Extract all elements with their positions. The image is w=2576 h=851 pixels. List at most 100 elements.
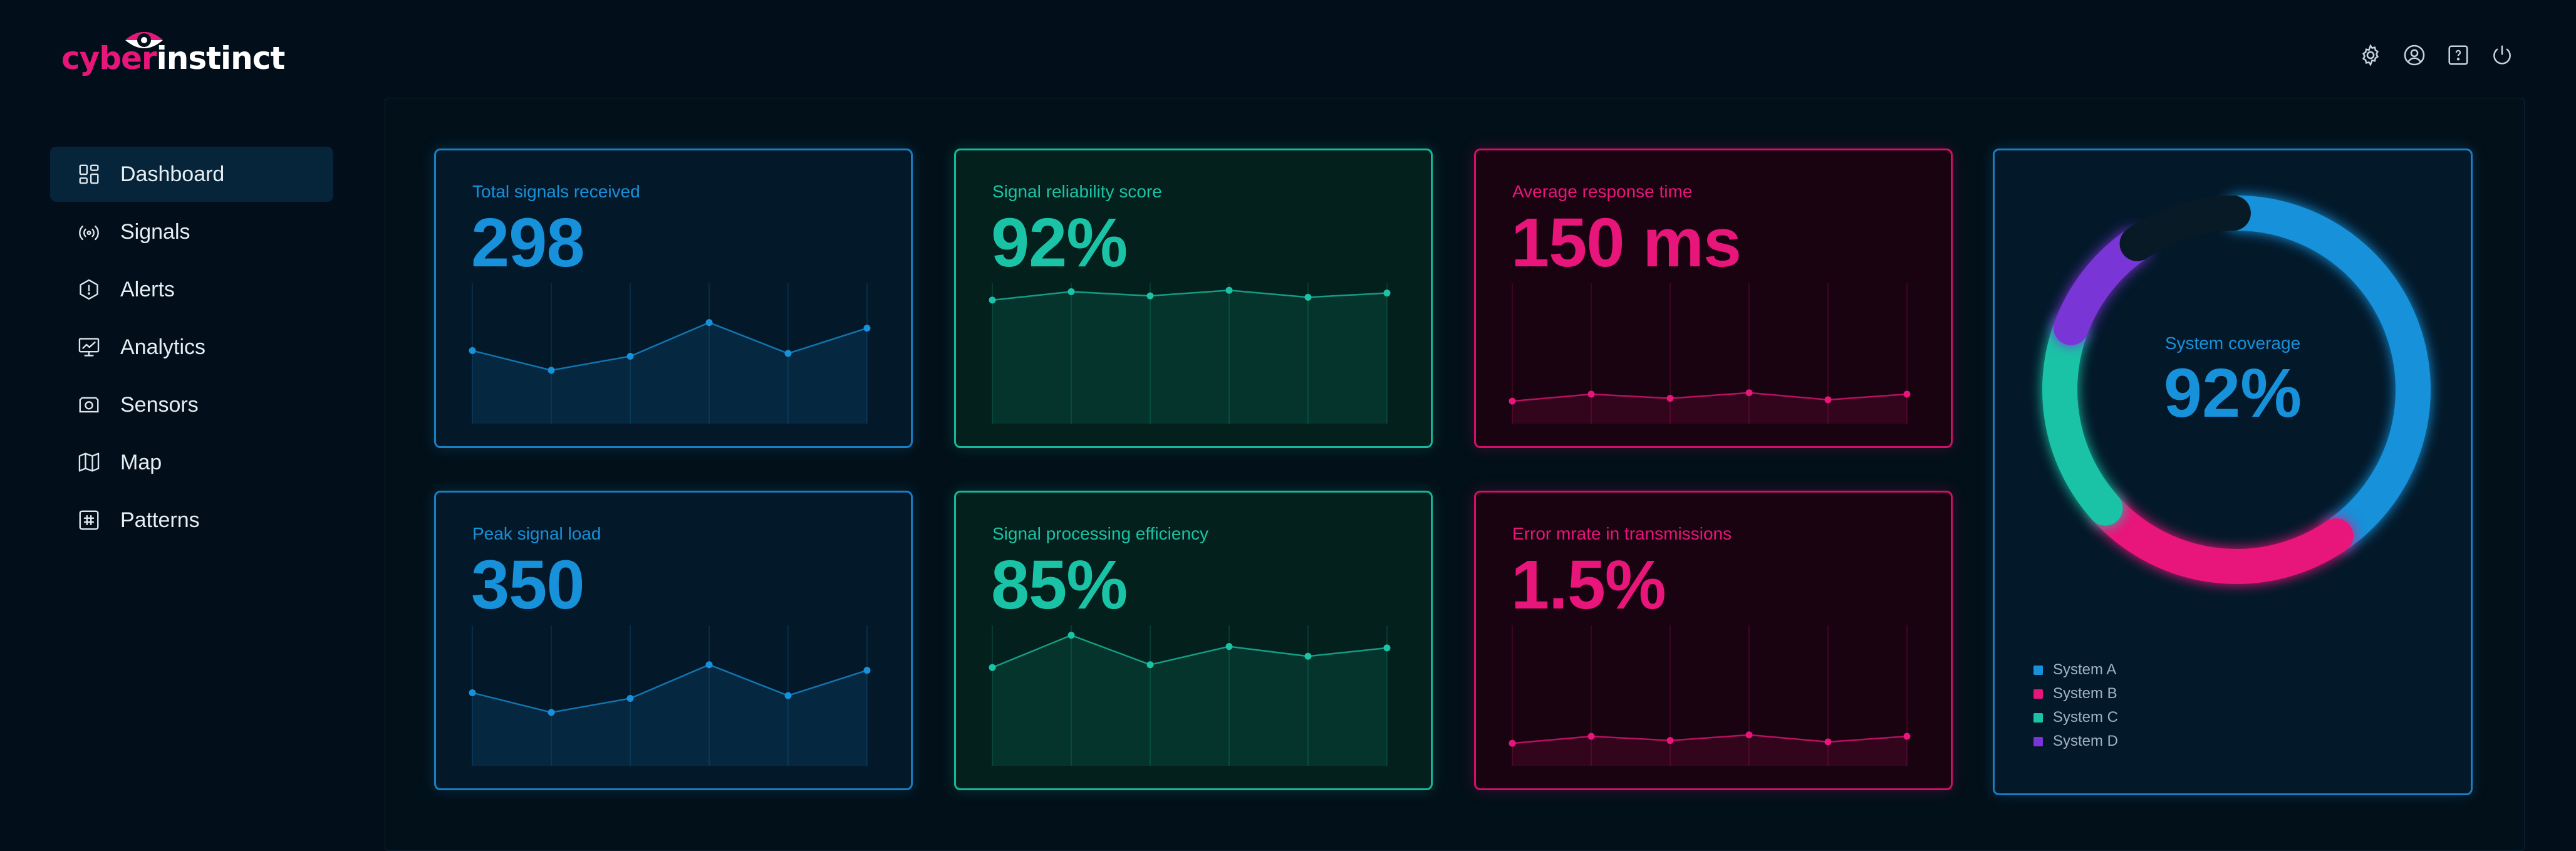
kpi-value: 350 — [471, 546, 585, 624]
kpi-value: 1.5% — [1511, 546, 1666, 624]
sparkline-area — [992, 290, 1387, 424]
brand-logo[interactable]: cyberinstinct — [61, 28, 285, 84]
sparkline-point — [1225, 286, 1233, 294]
sparkline-point — [1666, 737, 1674, 744]
donut-segment-empty — [2119, 196, 2251, 261]
coverage-donut-chart — [2042, 196, 2431, 584]
sparkline-area — [472, 322, 867, 424]
sidebar-item-label: Map — [120, 450, 162, 474]
coverage-value: 92% — [2163, 355, 2302, 432]
sparkline-point — [863, 325, 871, 332]
sparkline-point — [784, 350, 792, 357]
sidebar-item-map[interactable]: Map — [50, 435, 333, 490]
sparkline-point — [626, 694, 634, 702]
legend-item: System D — [2033, 729, 2118, 753]
sparkline-point — [1666, 395, 1674, 402]
kpi-card-reliability-score[interactable]: Signal reliability score 92% — [954, 149, 1433, 448]
coverage-legend: System A System B System C System D — [2033, 658, 2118, 753]
sparkline-point — [1903, 390, 1911, 398]
dashboard-icon — [76, 162, 101, 187]
sparkline-point — [989, 296, 996, 304]
legend-label: System D — [2053, 733, 2119, 749]
legend-item: System A — [2033, 658, 2118, 682]
kpi-label: Error mrate in transmissions — [1512, 524, 1732, 543]
power-icon — [2493, 45, 2511, 65]
donut-segment-system-d — [2054, 229, 2150, 345]
sparkline-point — [1824, 396, 1832, 404]
sidebar-item-label: Signals — [120, 219, 190, 244]
sidebar-item-analytics[interactable]: Analytics — [50, 320, 333, 375]
sparkline-point — [469, 689, 476, 697]
profile-button[interactable] — [2402, 43, 2427, 68]
sparkline-chart — [989, 625, 1391, 766]
donut-segment-system-a — [2222, 196, 2431, 550]
sparkline-point — [705, 319, 713, 326]
user-icon — [2404, 44, 2425, 66]
sparkline-point — [1509, 739, 1516, 747]
sparkline-point — [626, 352, 634, 360]
sparkline-area — [472, 664, 867, 766]
sidebar-item-patterns[interactable]: Patterns — [50, 493, 333, 548]
brand-name-part1: cyber — [61, 40, 157, 76]
eye-logo-icon — [125, 32, 163, 48]
sparkline-point — [1304, 652, 1312, 660]
sparkline-point — [1587, 733, 1595, 740]
logout-button[interactable] — [2490, 43, 2515, 68]
sparkline-chart — [469, 625, 871, 766]
kpi-card-error-rate[interactable]: Error mrate in transmissions 1.5% — [1474, 491, 1953, 790]
sparkline-point — [1146, 661, 1154, 669]
sparkline-point — [989, 664, 996, 671]
signal-icon — [76, 219, 101, 244]
sparkline-point — [863, 667, 871, 674]
sparkline-point — [705, 661, 713, 669]
sparkline-line — [1512, 734, 1908, 744]
legend-swatch — [2033, 665, 2043, 675]
settings-button[interactable] — [2358, 43, 2383, 68]
pattern-icon — [76, 508, 101, 533]
sparkline-chart — [1509, 625, 1911, 766]
sidebar-item-alerts[interactable]: Alerts — [50, 262, 333, 317]
sparkline-area — [1512, 734, 1907, 766]
kpi-value: 150 ms — [1511, 204, 1742, 281]
sparkline-chart — [989, 283, 1391, 424]
sparkline-point — [784, 692, 792, 699]
kpi-value: 298 — [471, 204, 585, 281]
sidebar-nav: Dashboard Signals Alerts Analytics — [50, 147, 333, 550]
brand-name-part2: instinct — [156, 40, 286, 76]
sidebar-item-label: Analytics — [120, 335, 206, 359]
sparkline-point — [1146, 292, 1154, 300]
sidebar-item-label: Sensors — [120, 392, 199, 417]
legend-swatch — [2033, 713, 2043, 723]
kpi-label: Signal processing efficiency — [992, 524, 1209, 543]
sparkline-chart — [1509, 283, 1911, 424]
sidebar-item-signals[interactable]: Signals — [50, 204, 333, 259]
kpi-label: Average response time — [1512, 182, 1693, 201]
sparkline-point — [1067, 632, 1075, 639]
system-coverage-card[interactable]: System coverage 92% System A System B Sy… — [1993, 149, 2473, 795]
sidebar-item-dashboard[interactable]: Dashboard — [50, 147, 333, 202]
sparkline-point — [1225, 643, 1233, 650]
sparkline-point — [548, 709, 555, 716]
sparkline-point — [1903, 733, 1911, 740]
sidebar-item-label: Patterns — [120, 508, 200, 532]
kpi-card-response-time[interactable]: Average response time 150 ms — [1474, 149, 1953, 448]
sparkline-area — [1512, 392, 1907, 424]
sparkline-line — [1512, 392, 1908, 402]
sidebar-item-label: Alerts — [120, 277, 175, 301]
kpi-card-peak-load[interactable]: Peak signal load 350 — [434, 491, 913, 790]
kpi-card-total-signals[interactable]: Total signals received 298 — [434, 149, 913, 448]
sparkline-line — [472, 321, 868, 372]
sparkline-point — [1745, 731, 1753, 739]
sparkline-point — [1509, 397, 1516, 405]
kpi-label: Peak signal load — [472, 524, 601, 543]
header-actions — [2358, 43, 2515, 68]
sparkline-line — [992, 634, 1388, 669]
help-button[interactable] — [2446, 43, 2471, 68]
sparkline-point — [1587, 390, 1595, 398]
kpi-card-processing-efficiency[interactable]: Signal processing efficiency 85% — [954, 491, 1433, 790]
legend-label: System B — [2053, 685, 2117, 702]
sparkline-line — [992, 289, 1388, 301]
sidebar-item-sensors[interactable]: Sensors — [50, 377, 333, 432]
sparkline-point — [548, 367, 555, 374]
coverage-label: System coverage — [2164, 333, 2301, 353]
